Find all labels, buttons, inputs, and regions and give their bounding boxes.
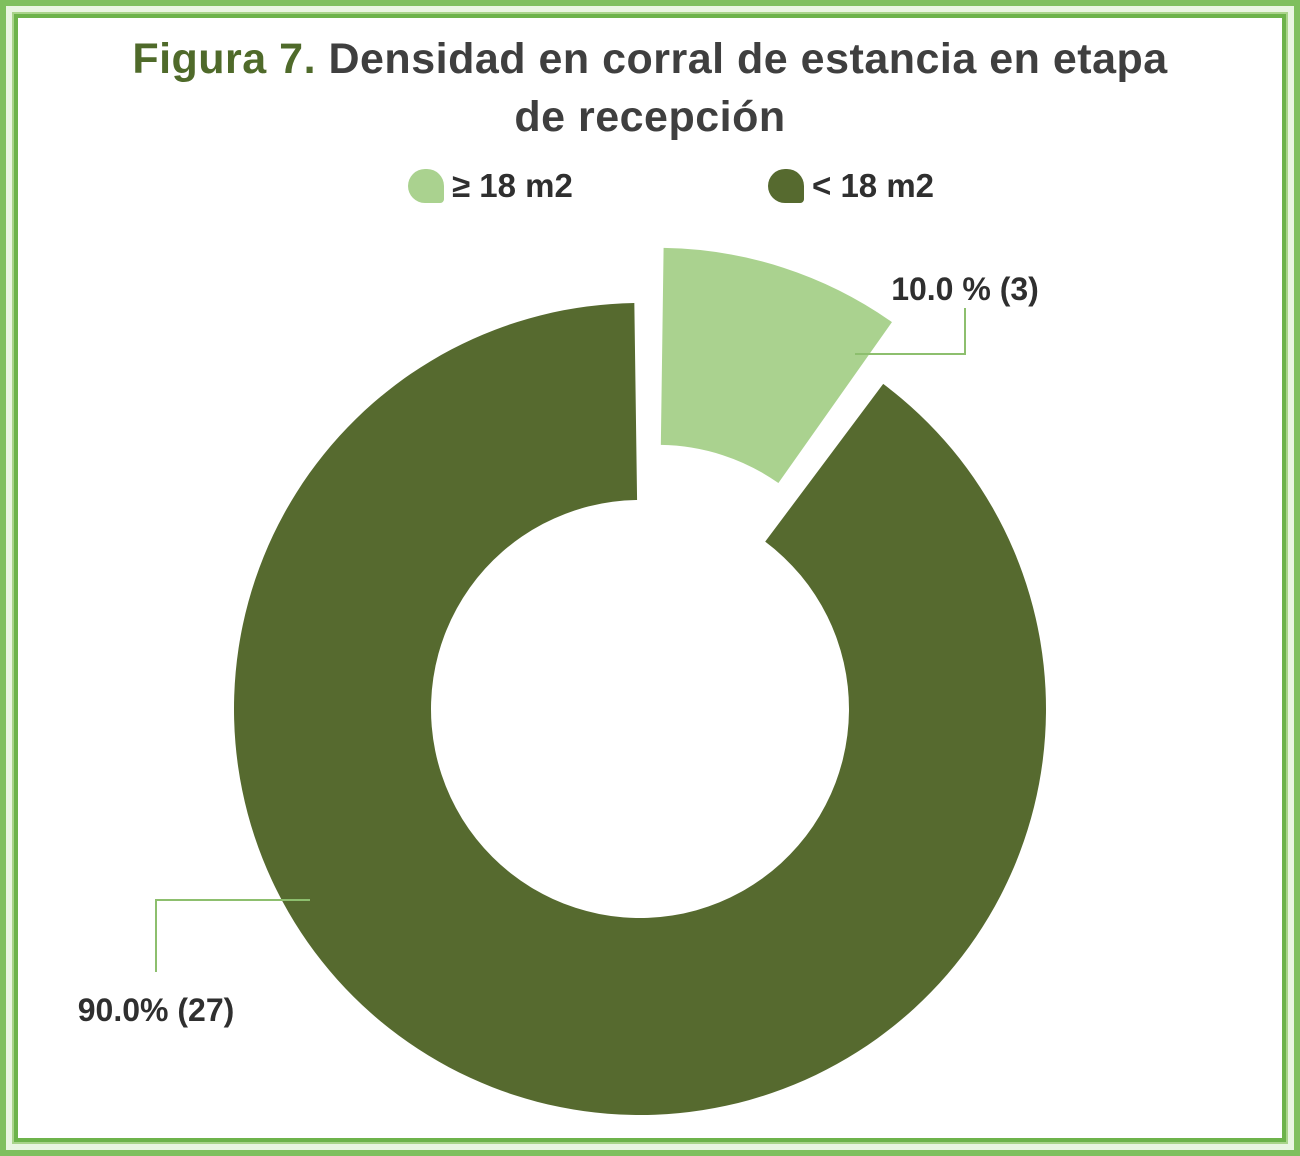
legend-label-ge-18: ≥ 18 m2 <box>452 167 573 204</box>
legend-swatch-ge-18 <box>408 169 444 203</box>
legend-swatch-lt-18 <box>768 169 804 203</box>
donut-slice-1 <box>233 303 1046 1116</box>
chart-legend: ≥ 18 m2 < 18 m2 <box>0 164 1300 208</box>
title-line-1: Densidad en corral de estancia en etapa <box>328 35 1168 83</box>
figure-prefix: Figura 7. <box>132 35 317 83</box>
legend-item-ge-18: ≥ 18 m2 <box>408 164 573 208</box>
leader-line-0 <box>855 308 966 355</box>
chart-title: Figura 7. Densidad en corral de estancia… <box>0 30 1300 146</box>
chart-panel <box>14 14 1286 1142</box>
data-label-1: 90.0% (27) <box>78 992 235 1028</box>
data-label-0: 10.0 % (3) <box>891 271 1039 307</box>
leader-line-1 <box>155 899 310 972</box>
title-line-2: de recepción <box>514 93 786 141</box>
legend-item-lt-18: < 18 m2 <box>768 164 934 208</box>
donut-slice-0 <box>660 247 892 484</box>
legend-label-lt-18: < 18 m2 <box>812 167 935 204</box>
